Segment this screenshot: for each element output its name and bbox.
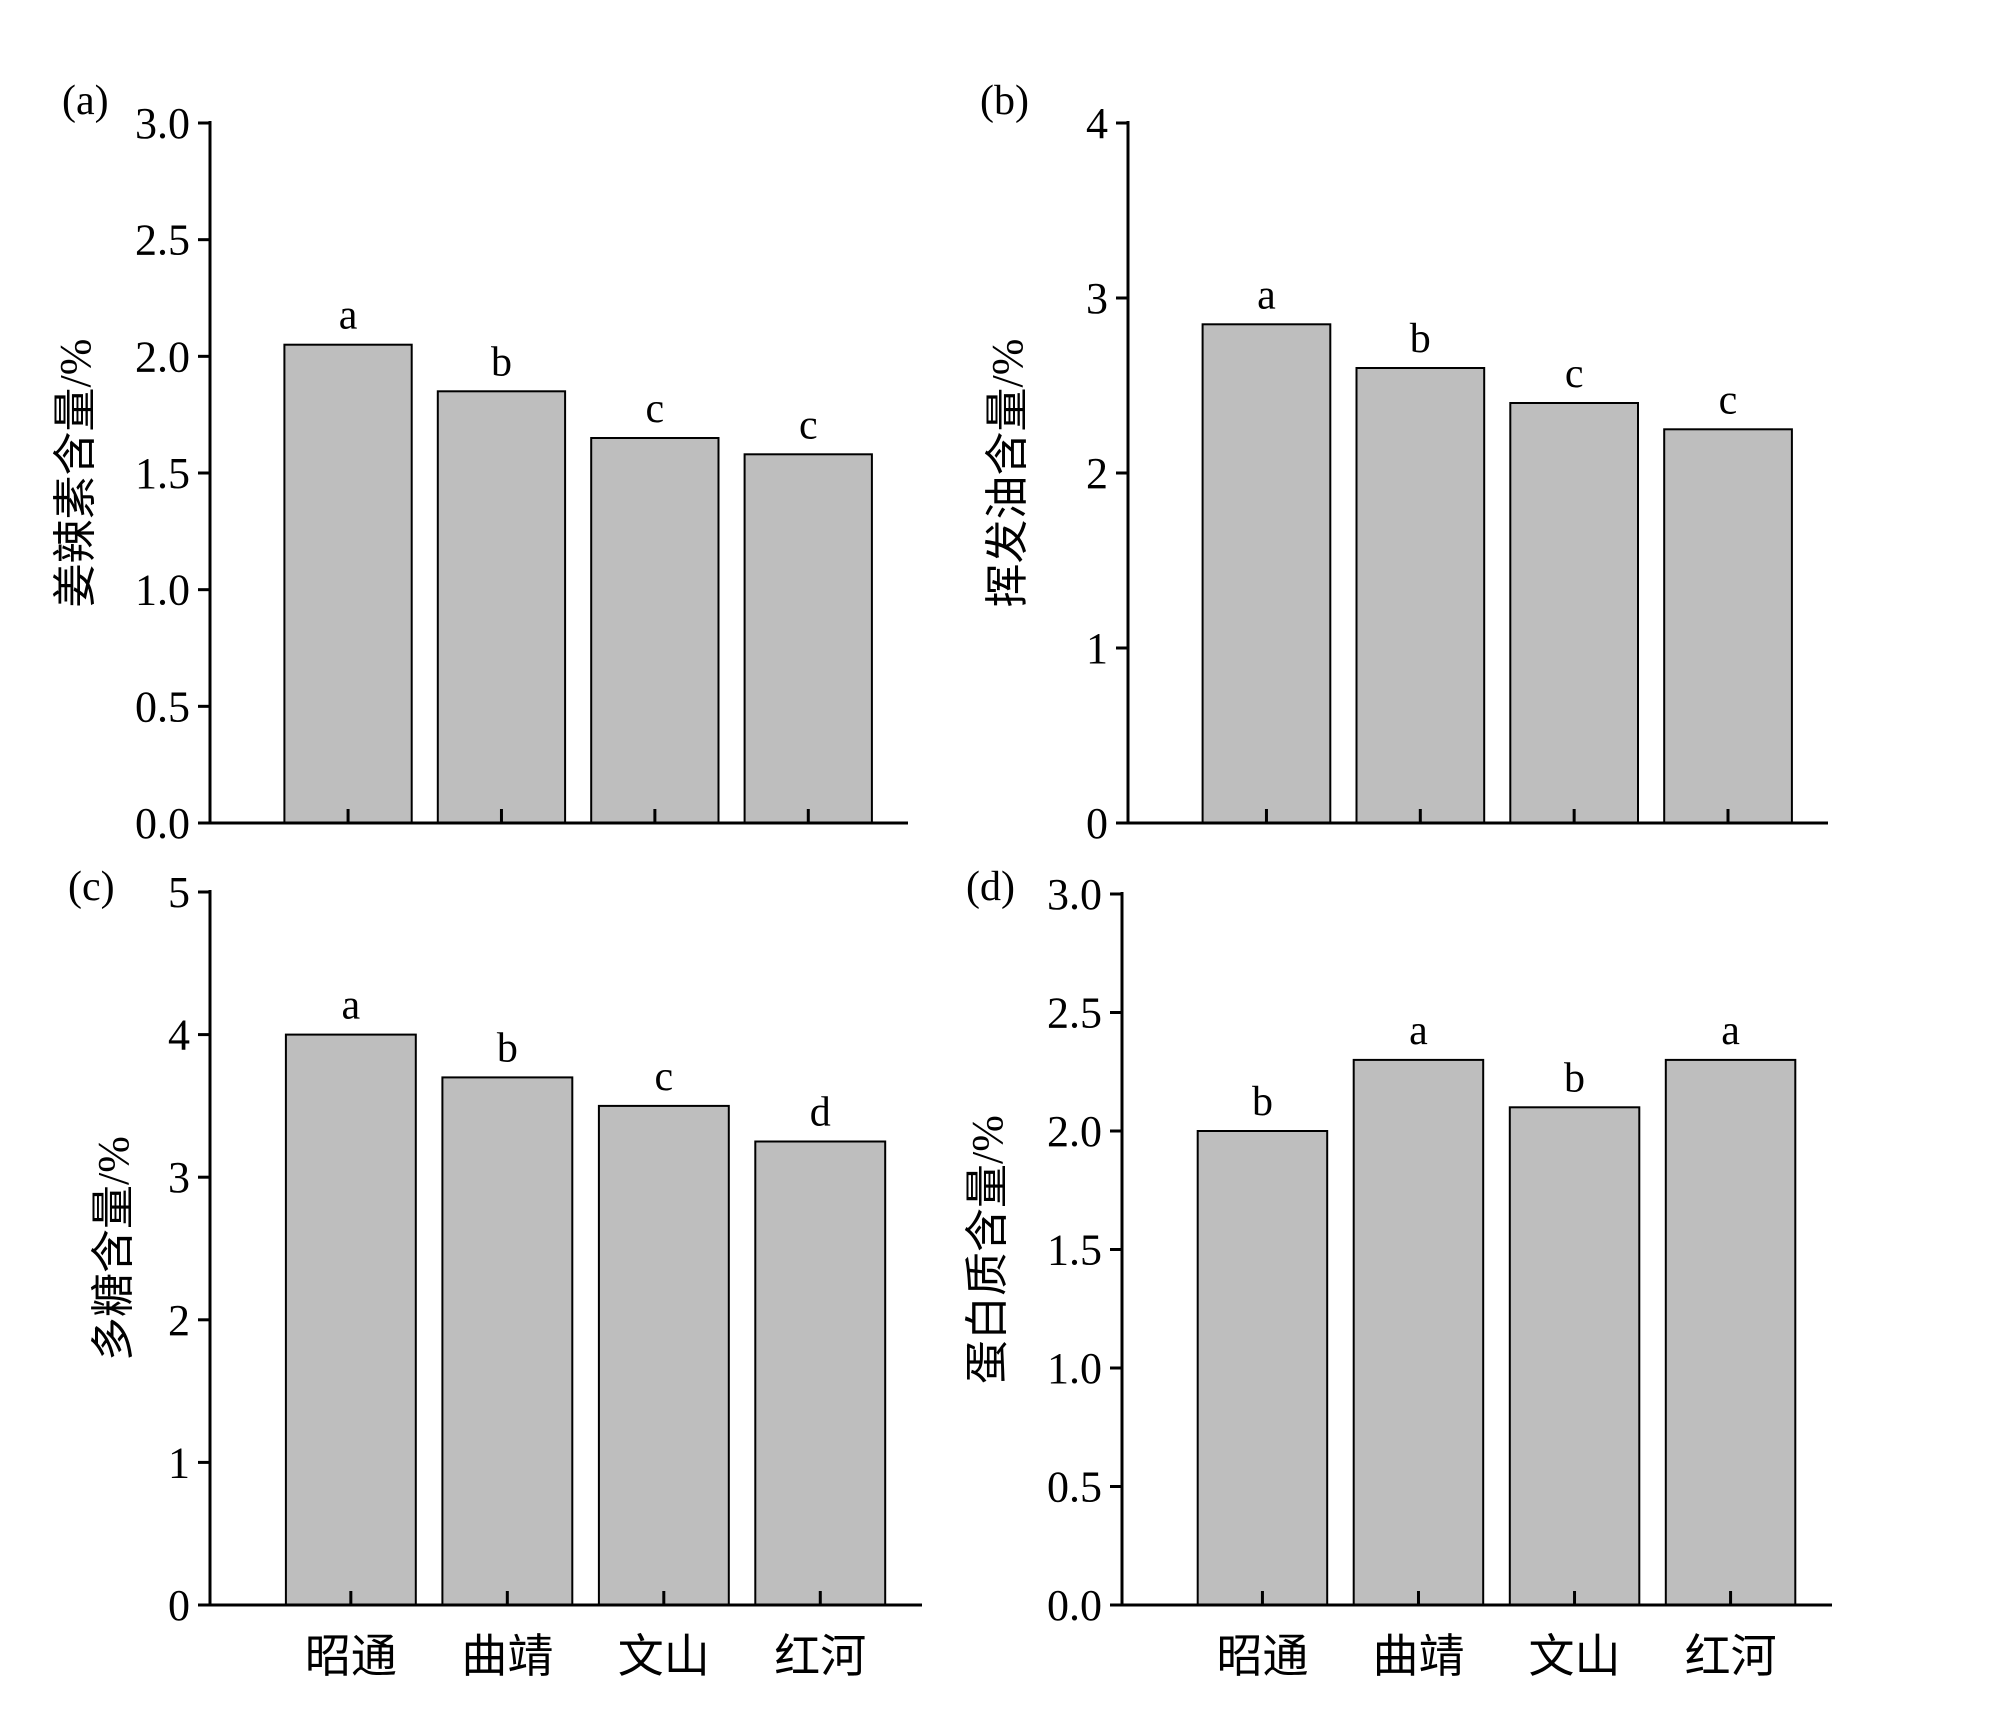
significance-label: c <box>1719 377 1738 423</box>
y-tick-label: 0.5 <box>135 682 190 731</box>
y-tick-label: 1.5 <box>135 449 190 498</box>
y-tick-label: 3 <box>1086 274 1108 323</box>
category-label: 文山 <box>1529 1631 1621 1682</box>
bar <box>1664 1058 1797 1606</box>
bar <box>1196 1130 1329 1606</box>
bar <box>743 453 873 824</box>
chart-panel-3: b 昭通 a 曲靖 b 文山 a 红河 0.0 0.5 1.0 1.5 2.0 2.5 3.0 (d) 蛋白质含… <box>963 864 1832 1682</box>
y-tick-label: 2 <box>1086 449 1108 498</box>
significance-label: c <box>1565 351 1584 397</box>
y-tick-label: 1 <box>1086 624 1108 673</box>
bar <box>590 437 720 824</box>
significance-label: a <box>342 983 361 1029</box>
significance-label: c <box>799 402 818 448</box>
category-label: 红河 <box>1685 1631 1777 1682</box>
y-tick-label: 3 <box>168 1153 190 1202</box>
panel-label: (a) <box>62 78 109 124</box>
y-tick-label: 4 <box>168 1011 190 1060</box>
y-tick-label: 5 <box>168 868 190 917</box>
significance-label: a <box>1409 1008 1428 1054</box>
y-tick-label: 2.0 <box>1047 1107 1102 1156</box>
significance-label: a <box>1257 272 1276 318</box>
category-label: 曲靖 <box>1372 1631 1464 1682</box>
bar <box>1352 1058 1485 1606</box>
significance-label: b <box>1564 1055 1585 1101</box>
y-axis-title: 姜辣素含量/% <box>51 339 100 608</box>
bar <box>436 390 567 824</box>
y-tick-label: 2 <box>168 1296 190 1345</box>
significance-label: a <box>339 293 358 339</box>
y-tick-label: 0 <box>1086 799 1108 848</box>
y-axis-title: 蛋白质含量/% <box>963 1115 1012 1384</box>
bar <box>283 343 413 824</box>
category-label: 昭通 <box>1216 1631 1308 1682</box>
category-label: 红河 <box>774 1631 866 1682</box>
y-tick-label: 1 <box>168 1438 190 1487</box>
y-tick-label: 0.0 <box>135 799 190 848</box>
y-axis-title: 挥发油含量/% <box>983 339 1032 608</box>
y-tick-label: 0 <box>168 1581 190 1630</box>
y-tick-label: 4 <box>1086 99 1108 148</box>
y-axis-title: 多糖含量/% <box>89 1136 138 1361</box>
chart-panel-0: a b c c 0.0 0.5 1.0 1.5 2.0 2.5 3.0 (a) 姜辣素含量/% <box>51 78 908 848</box>
y-tick-label: 2.5 <box>135 216 190 265</box>
chart-panel-2: a 昭通 b 曲靖 c 文山 d 红河 0 1 2 3 4 5 (c) 多糖含量/% <box>68 864 922 1682</box>
bar <box>597 1104 730 1607</box>
significance-label: a <box>1721 1008 1740 1054</box>
bar <box>1663 428 1793 825</box>
significance-label: b <box>1410 316 1431 362</box>
bar <box>284 1033 417 1606</box>
y-tick-label: 3.0 <box>1047 870 1102 919</box>
bar <box>1355 367 1486 824</box>
significance-label: d <box>810 1090 831 1136</box>
category-label: 文山 <box>618 1631 710 1682</box>
bar <box>754 1140 887 1606</box>
y-tick-label: 0.0 <box>1047 1581 1102 1630</box>
bar <box>1201 323 1332 825</box>
significance-label: b <box>1252 1079 1273 1125</box>
y-tick-label: 1.0 <box>1047 1344 1102 1393</box>
y-tick-label: 2.0 <box>135 332 190 381</box>
panel-label: (c) <box>68 864 115 910</box>
panel-label: (b) <box>980 78 1029 124</box>
bar <box>1509 402 1640 824</box>
y-tick-label: 1.0 <box>135 566 190 615</box>
significance-label: b <box>491 339 512 385</box>
chart-panel-1: a b c c 0 1 2 3 4 (b) 挥发油含量/% <box>980 78 1828 848</box>
y-tick-label: 0.5 <box>1047 1463 1102 1512</box>
category-label: 曲靖 <box>461 1631 553 1682</box>
significance-label: c <box>646 386 665 432</box>
bar <box>441 1076 574 1606</box>
panel-label: (d) <box>966 864 1015 910</box>
significance-label: c <box>654 1054 673 1100</box>
bar <box>1508 1106 1641 1607</box>
category-label: 昭通 <box>305 1631 397 1682</box>
y-tick-label: 2.5 <box>1047 989 1102 1038</box>
y-tick-label: 1.5 <box>1047 1226 1102 1275</box>
y-tick-label: 3.0 <box>135 99 190 148</box>
significance-label: b <box>497 1025 518 1071</box>
